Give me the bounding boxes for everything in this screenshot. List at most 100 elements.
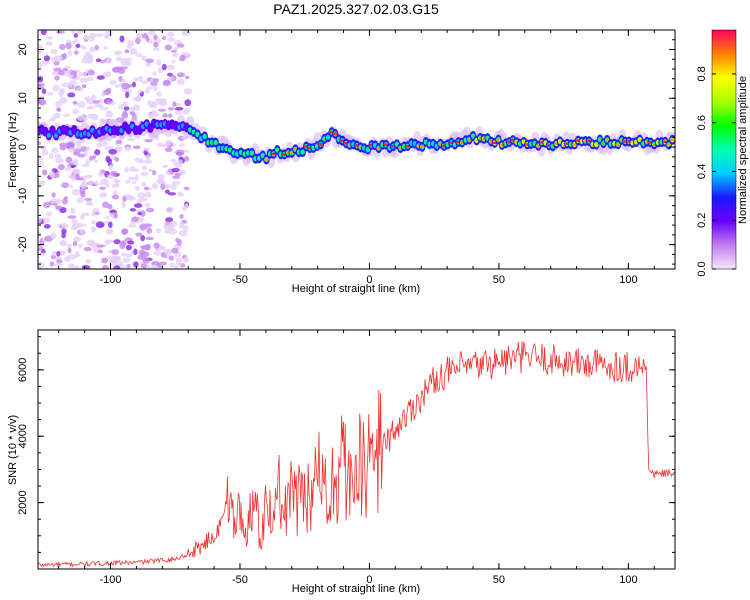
colorbar-tick-label: 0.4	[696, 164, 708, 179]
noise-blob	[71, 30, 76, 34]
noise-blob	[46, 92, 54, 96]
ridge-core	[325, 134, 331, 140]
spectrogram-x-tick-label: 0	[366, 274, 372, 286]
noise-blob	[140, 235, 146, 242]
noise-blob	[80, 190, 86, 198]
noise-blob	[95, 221, 105, 228]
noise-blob	[87, 70, 95, 76]
noise-blob	[140, 55, 147, 61]
noise-blob	[145, 236, 155, 241]
ridge-core	[202, 133, 207, 140]
noise-blob	[79, 182, 88, 190]
noise-blob	[145, 58, 155, 64]
noise-blob	[162, 35, 167, 41]
noise-blob	[72, 240, 78, 247]
noise-blob	[102, 265, 110, 269]
noise-blob	[105, 30, 113, 37]
noise-blob	[60, 82, 70, 87]
noise-blob	[171, 59, 176, 64]
noise-blob	[125, 60, 132, 67]
noise-blob	[75, 43, 81, 48]
noise-blob	[91, 94, 97, 101]
noise-blob	[106, 57, 112, 64]
colorbar-tick-label: 0.6	[696, 115, 708, 130]
noise-blob	[162, 113, 168, 118]
noise-blob	[70, 225, 79, 231]
noise-blob	[66, 243, 73, 249]
noise-blob	[82, 34, 90, 41]
noise-blob	[175, 149, 185, 156]
noise-blob	[54, 75, 60, 81]
noise-blob	[90, 225, 96, 233]
noise-blob	[167, 37, 176, 42]
noise-blob	[148, 30, 156, 36]
snr-frame	[37, 329, 676, 570]
noise-blob	[67, 92, 76, 98]
noise-blob	[83, 149, 88, 157]
ridge-core	[213, 139, 218, 146]
noise-blob	[178, 143, 185, 147]
colorbar-tick-label: 0.0	[696, 261, 708, 276]
noise-blob	[164, 229, 170, 234]
noise-blob	[92, 207, 100, 213]
noise-blob	[107, 250, 113, 254]
noise-blob	[176, 78, 185, 85]
noise-blob	[51, 192, 56, 198]
spectrogram-y-tick-label: 0	[17, 144, 29, 150]
noise-blob	[143, 147, 150, 152]
ridge-core	[148, 125, 153, 131]
noise-blob	[171, 167, 180, 173]
noise-blob	[146, 227, 153, 234]
noise-blob	[53, 67, 62, 72]
noise-blob	[46, 36, 54, 40]
noise-blob	[114, 157, 120, 162]
noise-blob	[166, 31, 175, 37]
noise-blob	[94, 103, 103, 108]
noise-blob	[121, 252, 127, 257]
noise-blob	[105, 155, 111, 163]
noise-blob	[184, 203, 189, 210]
noise-blob	[150, 264, 158, 269]
noise-blob	[128, 195, 137, 201]
noise-blob	[55, 205, 62, 210]
snr-x-tick-label: 50	[493, 574, 505, 586]
noise-blob	[127, 240, 135, 245]
noise-blob	[124, 49, 130, 54]
noise-blob	[179, 193, 184, 197]
noise-blob	[135, 95, 142, 101]
noise-blob	[137, 89, 143, 94]
noise-blob	[104, 239, 110, 246]
noise-blob	[140, 245, 145, 249]
spectrogram-y-tick-label: 10	[17, 92, 29, 104]
noise-blob	[129, 111, 136, 116]
noise-blob	[115, 139, 123, 144]
noise-blob	[67, 247, 72, 254]
snr-y-tick-label: 4000	[17, 424, 29, 448]
noise-blob	[135, 185, 140, 191]
noise-blob	[77, 243, 83, 248]
noise-blob	[156, 91, 162, 97]
noise-blob	[179, 54, 186, 62]
noise-blob	[40, 30, 47, 36]
noise-blob	[59, 96, 68, 104]
noise-blob	[183, 257, 189, 263]
noise-blob	[175, 164, 183, 168]
noise-blob	[183, 225, 189, 233]
noise-blob	[60, 222, 69, 229]
noise-blob	[123, 106, 130, 111]
noise-blob	[131, 180, 137, 185]
noise-blob	[83, 246, 92, 252]
noise-blob	[49, 261, 55, 267]
noise-blob	[148, 113, 154, 119]
noise-blob	[127, 39, 134, 47]
ridge-core	[300, 149, 305, 155]
noise-blob	[51, 198, 56, 204]
noise-blob	[38, 156, 44, 161]
noise-blob	[144, 202, 151, 208]
noise-blob	[93, 159, 98, 163]
noise-blob	[160, 143, 167, 148]
ridge-peak	[496, 138, 501, 141]
noise-blob	[170, 158, 178, 163]
noise-blob	[81, 84, 87, 89]
